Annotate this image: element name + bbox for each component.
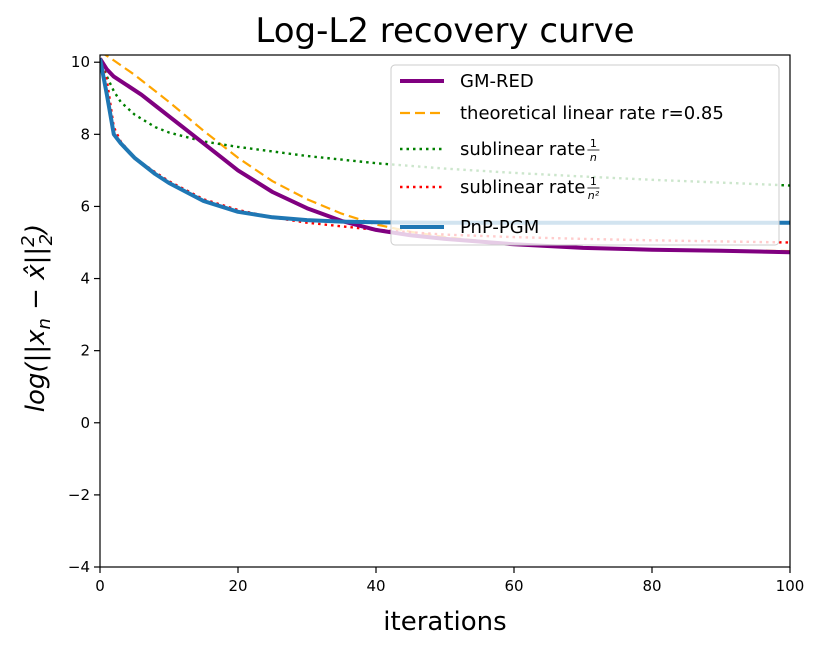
y-tick-label: 8 [80, 125, 90, 143]
axis-ticks: 0 20 40 60 80 100 −4 −2 0 2 4 6 8 10 [68, 53, 804, 595]
legend-label: theoretical linear rate r=0.85 [460, 103, 724, 124]
y-axis-label: log(||xn − x̂||22) [18, 224, 57, 412]
series-line-gm-red [100, 57, 790, 255]
y-tick-label: 0 [80, 414, 90, 432]
series-line-sublinear-rate-1-n [100, 58, 790, 187]
legend-label: GM-RED [460, 71, 534, 92]
y-tick-label: 2 [80, 342, 90, 360]
y-tick-label: 6 [80, 197, 90, 215]
x-tick-label: 60 [504, 577, 523, 595]
legend-frac-num: 1 [590, 175, 597, 188]
chart-title: Log-L2 recovery curve [255, 11, 634, 51]
x-tick-label: 100 [776, 577, 805, 595]
y-tick-label: −2 [68, 486, 90, 504]
x-tick-label: 40 [366, 577, 385, 595]
legend-box [390, 64, 780, 246]
legend-label: sublinear rate [460, 177, 585, 198]
y-tick-label: 4 [80, 270, 90, 288]
x-tick-label: 20 [228, 577, 247, 595]
x-tick-label: 80 [642, 577, 661, 595]
legend-frac-num: 1 [590, 137, 597, 150]
legend-frac-den: n [590, 151, 597, 164]
axes-frame [99, 54, 791, 568]
legend-frac-den: n² [588, 189, 600, 202]
y-tick-label: −4 [68, 558, 90, 576]
legend-label: sublinear rate [460, 139, 585, 160]
legend-label: PnP-PGM [460, 217, 539, 238]
svg-text:log(||xn − x̂||22): log(||xn − x̂||22) [18, 224, 57, 412]
y-tick-label: 10 [71, 53, 90, 71]
x-tick-label: 0 [95, 577, 105, 595]
x-axis-label: iterations [383, 607, 506, 637]
legend: GM-RED theoretical linear rate r=0.85 subl… [390, 64, 780, 246]
